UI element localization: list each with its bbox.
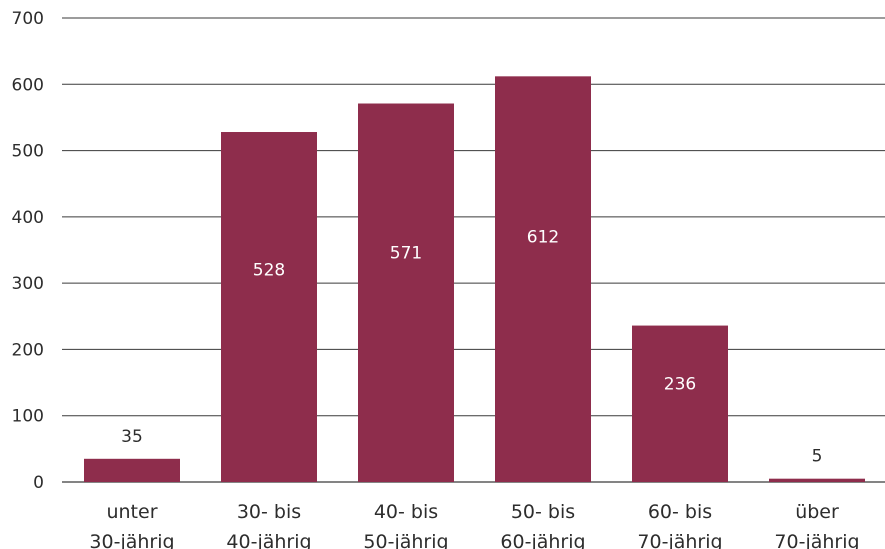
x-tick-label-1-1: 40-jährig [226,531,311,549]
bar-3 [495,76,591,483]
y-tick-label-100: 100 [12,407,44,427]
y-tick-label-400: 400 [12,208,44,228]
data-label-3: 612 [527,228,559,248]
bar-2 [358,103,454,482]
x-axis: unter 30-jährig 30- bis 40-jährig 40- bis 50-… [89,501,859,549]
bar-5 [769,478,865,482]
y-tick-label-0: 0 [33,473,44,493]
x-tick-label-2-0: 40- bis [374,501,438,523]
y-tick-label-500: 500 [12,142,44,162]
y-tick-label-700: 700 [12,9,44,29]
bar-4 [632,325,728,482]
data-label-0: 35 [121,427,143,447]
x-tick-label-0-1: 30-jährig [89,531,174,549]
data-label-2: 571 [390,244,422,264]
bars [84,76,865,483]
y-tick-label-200: 200 [12,340,44,360]
x-tick-label-0-0: unter [106,501,157,523]
gridlines [62,17,885,483]
bar-1 [221,132,317,483]
data-label-5: 5 [812,447,823,467]
data-labels: 35 528 571 612 236 5 [121,228,822,467]
x-tick-label-4-1: 70-jährig [637,531,722,549]
x-tick-label-1-0: 30- bis [237,501,301,523]
x-tick-label-3-1: 60-jährig [500,531,585,549]
y-tick-label-600: 600 [12,75,44,95]
data-label-1: 528 [253,261,285,281]
y-tick-label-300: 300 [12,274,44,294]
bar-0 [84,458,180,482]
y-axis: 0 100 200 300 400 500 600 700 [12,9,44,493]
x-tick-label-4-0: 60- bis [648,501,712,523]
data-label-4: 236 [664,375,696,395]
x-tick-label-5-1: 70-jährig [774,531,859,549]
x-tick-label-2-1: 50-jährig [363,531,448,549]
x-tick-label-5-0: über [795,501,839,523]
x-tick-label-3-0: 50- bis [511,501,575,523]
